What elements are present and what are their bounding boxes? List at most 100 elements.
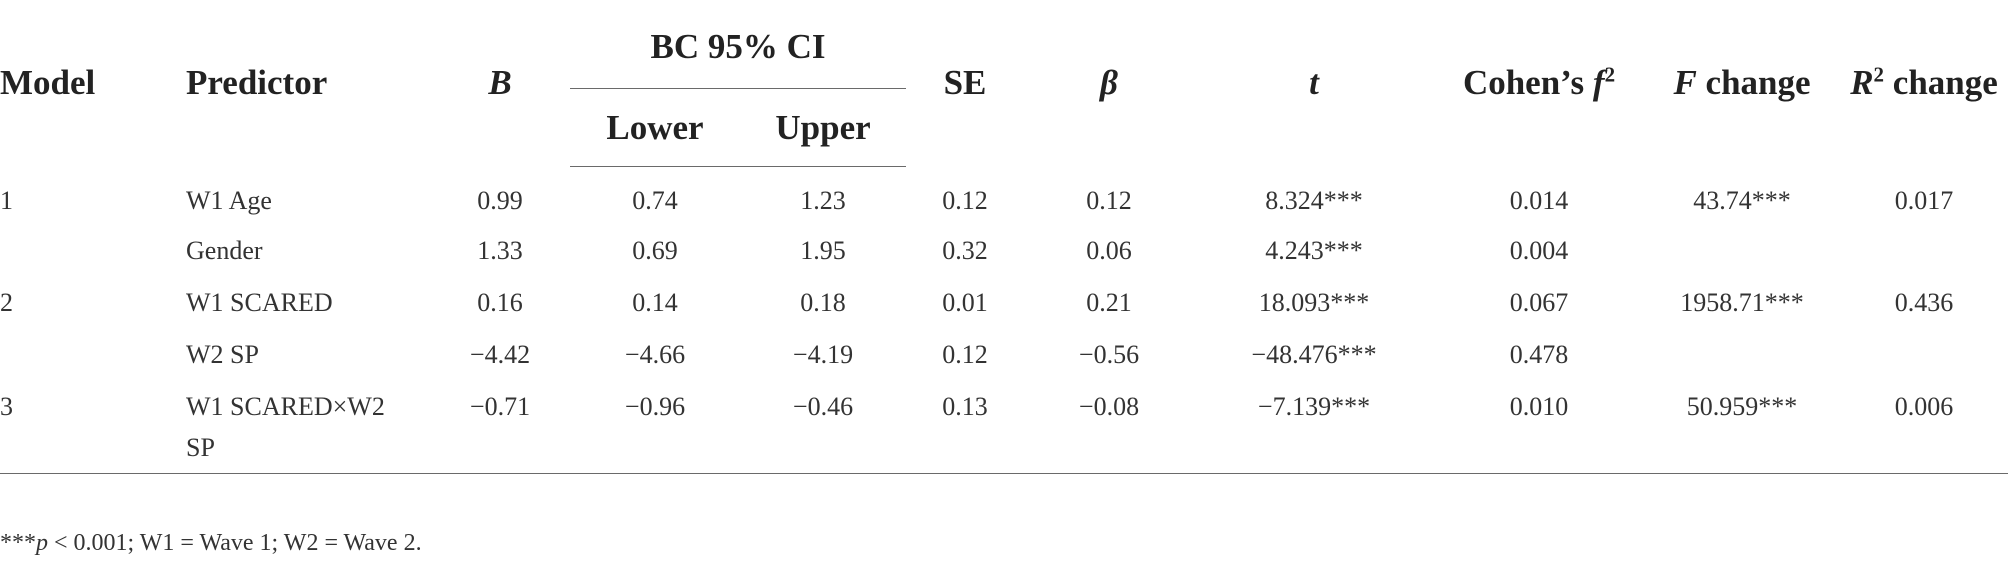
cell-r2-change (1840, 225, 2008, 277)
cell-cohens-f2: 0.004 (1509, 236, 1569, 265)
cell-b: 0.99 (477, 185, 523, 215)
footnote-p: p (36, 530, 48, 556)
header-upper: Upper (740, 88, 906, 167)
cell-lower: −4.66 (624, 340, 686, 369)
cell-lower: 0.74 (632, 186, 678, 215)
cell-predictor: W1 Age (186, 185, 272, 215)
cell-se: 0.01 (942, 288, 988, 317)
header-b: B (430, 0, 570, 167)
cell-se: 0.12 (942, 185, 988, 215)
header-r2-sup: 2 (1873, 62, 1885, 87)
table-header: Model Predictor B BC 95% CI SE β t Cohen… (0, 0, 2008, 167)
header-t-text: t (1309, 63, 1319, 103)
cell-predictor: W1 SCARED×W2 (186, 392, 385, 421)
header-beta: β (1024, 0, 1194, 167)
cell-cohens-f2: 0.014 (1509, 185, 1569, 215)
header-beta-text: β (1100, 63, 1118, 103)
cell-beta: 0.12 (1086, 185, 1132, 215)
cell-lower: 0.14 (632, 288, 678, 317)
cell-predictor: W2 SP (186, 340, 259, 369)
table-row: W2 SP −4.42 −4.66 −4.19 0.12 −0.56 −48.476*** 0… (0, 329, 2008, 381)
cell-cohens-f2: 0.067 (1509, 288, 1569, 317)
header-r2-change: R2 change (1840, 0, 2008, 167)
header-r-letter: R (1850, 63, 1874, 103)
table-footnote: ***p < 0.001; W1 = Wave 1; W2 = Wave 2. (0, 530, 422, 557)
header-b-text: B (488, 63, 512, 103)
table-row: 2 W1 SCARED 0.16 0.14 0.18 0.01 0.21 18.093*** 0… (0, 277, 2008, 329)
header-cohens-f2: Cohen’s f2 (1434, 0, 1644, 167)
cell-upper: −0.46 (792, 392, 854, 421)
cell-predictor: Gender (186, 236, 263, 265)
header-f-change: F change (1644, 0, 1840, 167)
header-lower: Lower (570, 88, 740, 167)
cell-lower (570, 433, 740, 474)
table-body: 1 W1 Age 0.99 0.74 1.23 0.12 0.12 8.324*** 0.014… (0, 167, 2008, 474)
header-cohens-text: Cohen’s (1462, 63, 1593, 103)
header-r2-change-text: change (1884, 63, 1998, 103)
cell-r2-change (1840, 433, 2008, 474)
cell-model: 2 (0, 288, 13, 317)
footnote-stars: *** (0, 530, 36, 556)
cell-b: 1.33 (477, 236, 523, 265)
cell-r2-change (1840, 329, 2008, 381)
cell-b (430, 433, 570, 474)
cell-beta: 0.21 (1086, 288, 1132, 317)
cell-model (0, 329, 186, 381)
header-f-change-text: change (1696, 63, 1811, 103)
cell-se: 0.12 (942, 340, 988, 369)
cell-t: 18.093*** (1258, 288, 1370, 317)
cell-r2-change: 0.017 (1894, 185, 1954, 215)
cell-model: 3 (0, 392, 13, 421)
footnote-text: < 0.001; W1 = Wave 1; W2 = Wave 2. (48, 530, 422, 556)
cell-b: −0.71 (469, 392, 531, 421)
cell-r2-change: 0.006 (1894, 392, 1954, 421)
header-model: Model (0, 63, 96, 103)
cell-cohens-f2: 0.010 (1509, 392, 1569, 421)
table-row: Gender 1.33 0.69 1.95 0.32 0.06 4.243*** 0.004 (0, 225, 2008, 277)
cell-t (1194, 433, 1434, 474)
cell-f-change: 43.74*** (1693, 185, 1791, 215)
cell-cohens-f2 (1434, 433, 1644, 474)
cell-t: 4.243*** (1265, 236, 1363, 265)
cell-beta: −0.56 (1078, 340, 1140, 369)
cell-t: 8.324*** (1265, 185, 1363, 215)
cell-t: −7.139*** (1257, 392, 1371, 421)
cell-f-change (1644, 329, 1840, 381)
cell-beta: 0.06 (1086, 236, 1132, 265)
table-row: SP (0, 433, 2008, 474)
cell-lower: 0.69 (632, 236, 678, 265)
header-predictor: Predictor (186, 63, 328, 103)
table-row: 1 W1 Age 0.99 0.74 1.23 0.12 0.12 8.324*** 0.014… (0, 167, 2008, 226)
cell-predictor: SP (186, 433, 430, 474)
header-t: t (1194, 0, 1434, 167)
header-cohens-sup: 2 (1604, 62, 1616, 87)
cell-upper: 0.18 (800, 288, 846, 317)
cell-upper (740, 433, 906, 474)
cell-beta (1024, 433, 1194, 474)
cell-f-change: 1958.71*** (1680, 288, 1804, 317)
cell-b: −4.42 (469, 340, 531, 369)
cell-model: 1 (0, 185, 13, 215)
cell-upper: 1.95 (800, 236, 846, 265)
cell-r2-change: 0.436 (1894, 288, 1954, 317)
header-f-letter: F (1673, 63, 1697, 103)
cell-predictor: W1 SCARED (186, 288, 333, 317)
cell-se: 0.13 (942, 392, 988, 421)
cell-se (906, 433, 1024, 474)
header-ci: BC 95% CI (570, 0, 906, 89)
regression-table: Model Predictor B BC 95% CI SE β t Cohen… (0, 0, 2008, 474)
cell-f-change: 50.959*** (1686, 392, 1798, 421)
cell-f-change (1644, 225, 1840, 277)
cell-upper: −4.19 (792, 340, 854, 369)
header-cohens-f: f (1592, 63, 1605, 103)
cell-se: 0.32 (942, 236, 988, 265)
table-row: 3 W1 SCARED×W2 −0.71 −0.96 −0.46 0.13 −0.08 −7.… (0, 381, 2008, 433)
cell-b: 0.16 (477, 288, 523, 317)
cell-cohens-f2: 0.478 (1509, 340, 1569, 369)
cell-beta: −0.08 (1078, 392, 1140, 421)
cell-model (0, 433, 186, 474)
header-se: SE (943, 63, 987, 103)
cell-t: −48.476*** (1251, 340, 1377, 369)
cell-model (0, 225, 186, 277)
